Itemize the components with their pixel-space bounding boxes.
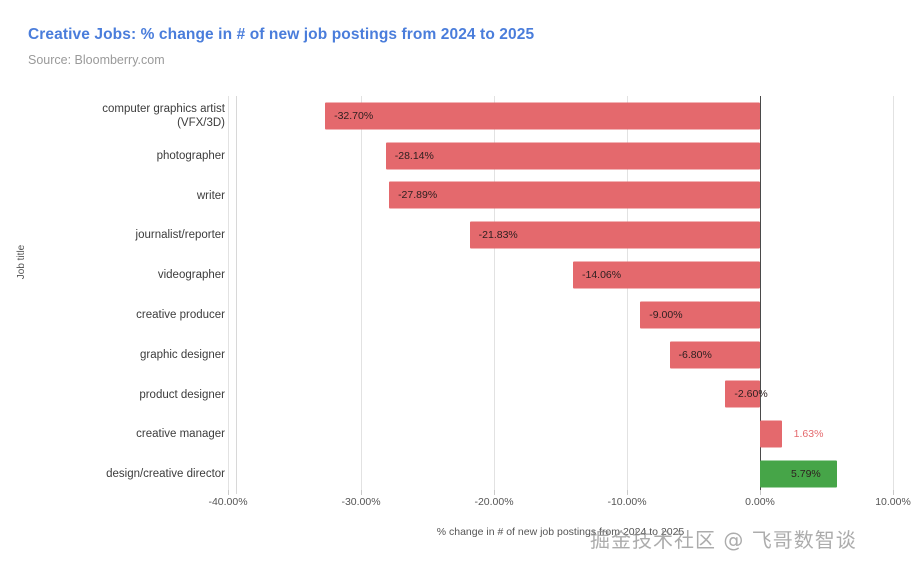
bar[interactable] [389,181,760,209]
bar-value-label: -28.14% [394,149,434,162]
y-axis-category-label: graphic designer [60,348,225,362]
bar[interactable] [669,341,760,369]
bar-row[interactable]: -27.89% [228,176,893,216]
y-axis-title: Job title [16,244,27,280]
y-axis-category-label: creative producer [60,308,225,322]
y-axis-category-label: creative manager [60,427,225,441]
bar[interactable] [760,420,782,448]
y-axis-spine [236,96,237,494]
bar-value-label: -27.89% [398,189,438,202]
x-axis-tick-label: -30.00% [341,496,381,508]
bar-row[interactable]: -14.06% [228,255,893,295]
y-axis-category-label: videographer [60,268,225,282]
bar[interactable] [469,221,760,249]
chart-source-note: Source: Bloomberry.com [28,53,165,67]
bar-value-label: 5.79% [791,468,821,481]
bar-row[interactable]: -6.80% [228,335,893,375]
category-label-line: creative manager [136,428,225,441]
bar[interactable] [640,301,760,329]
gridline [893,96,894,494]
x-axis-tick-mark [228,490,229,495]
category-label-line: product designer [139,388,225,401]
bar-row[interactable]: 1.63% [228,414,893,454]
x-axis-tick-label: -40.00% [208,496,248,508]
bar[interactable] [573,261,760,289]
y-axis-category-label: writer [60,189,225,203]
y-axis-category-label: journalist/reporter [60,228,225,242]
y-axis-category-label: design/creative director [60,467,225,481]
gridline [228,96,229,494]
x-axis-tick-label: 0.00% [745,496,775,508]
x-axis-tick-mark [893,490,894,495]
chart-header: Creative Jobs: % change in # of new job … [28,26,888,67]
gridline [494,96,495,494]
bar-row[interactable]: -21.83% [228,215,893,255]
x-axis-title: % change in # of new job postings from 2… [436,526,685,538]
bar[interactable] [760,460,837,488]
x-axis-tick-label: 10.00% [875,496,911,508]
category-label-line: design/creative director [106,468,225,481]
zero-gridline [760,96,761,494]
bar-row[interactable]: -32.70% [228,96,893,136]
x-axis-tick-mark [627,490,628,495]
category-label-line: videographer [157,269,225,282]
category-label-line: writer [196,189,225,202]
x-axis-tick-label: -20.00% [474,496,514,508]
x-axis-tick-mark [361,490,362,495]
gridline [627,96,628,494]
y-axis-category-label: photographer [60,149,225,163]
y-axis-category-label: product designer [60,388,225,402]
watermark-text: 掘金技术社区 @ 飞哥数智谈 [590,528,857,552]
category-label-line: (VFX/3D) [177,116,225,129]
x-axis-tick-label: -10.00% [607,496,647,508]
bar-value-label: -9.00% [649,308,683,321]
bar-value-label: -32.70% [334,109,374,122]
category-label-line: computer graphics artist [102,102,225,115]
category-label-line: graphic designer [139,348,225,361]
x-axis-tick-mark [760,490,761,495]
bar-row[interactable]: -9.00% [228,295,893,335]
bar-row[interactable]: -2.60% [228,375,893,415]
x-axis-tick-labels: -40.00% -30.00% -20.00% -10.00% 0.00% 10.00% [208,490,911,516]
bar[interactable] [385,142,760,170]
y-axis-tick-labels: computer graphics artist (VFX/3D) photogra… [60,96,225,494]
bar-value-label: -21.83% [478,229,518,242]
category-label-line: photographer [156,149,225,162]
bar-value-label: -2.60% [734,388,768,401]
bar-value-label: -14.06% [582,269,622,282]
gridline [361,96,362,494]
category-label-line: journalist/reporter [135,229,225,242]
bar[interactable] [725,380,760,408]
x-axis-tick-mark [494,490,495,495]
bar-row[interactable]: 5.79% [228,454,893,494]
bar-row[interactable]: -28.14% [228,136,893,176]
y-axis-category-label: computer graphics artist (VFX/3D) [60,102,225,130]
bar[interactable] [325,102,760,130]
bars-plot-area: -32.70% -28.14% -27.89% -21.83% -14.06% -9.00… [228,96,894,494]
bar-value-label: 1.63% [793,428,824,441]
page-title: Creative Jobs: % change in # of new job … [28,26,535,43]
category-label-line: creative producer [136,308,225,321]
bar-value-label: -6.80% [678,348,712,361]
